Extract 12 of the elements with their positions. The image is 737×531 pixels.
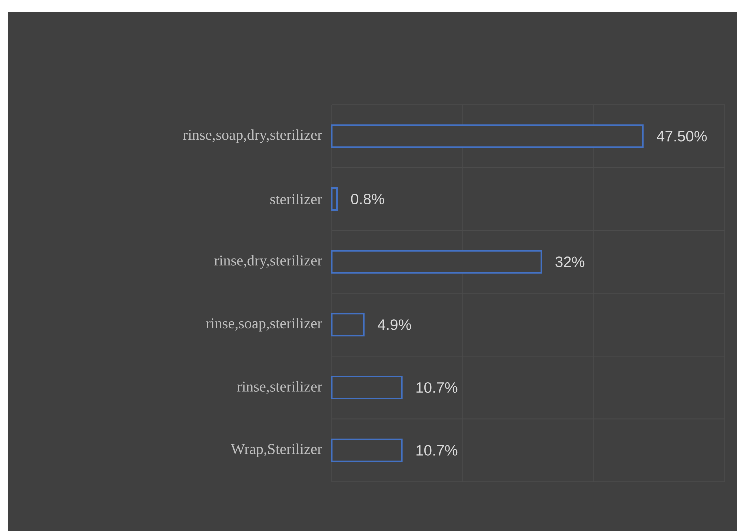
y-tick-label: sterilizer [270,194,322,205]
y-tick-label: rinse,sterilizer [237,381,322,394]
data-label: 32% [556,256,585,268]
y-tick-label: Wrap,Sterilizer [231,444,322,458]
y-tick-label: rinse,soap,dry,sterilizer [183,130,322,144]
data-label: 10.7% [416,445,458,456]
data-label: 4.9% [378,320,412,330]
y-tick-label: rinse,dry,sterilizer [214,255,322,269]
data-label: 10.7% [416,382,458,394]
data-label: 47.50% [657,131,707,142]
data-label: 0.8% [351,194,384,205]
y-tick-label: rinse,soap,sterilizer [206,318,322,332]
